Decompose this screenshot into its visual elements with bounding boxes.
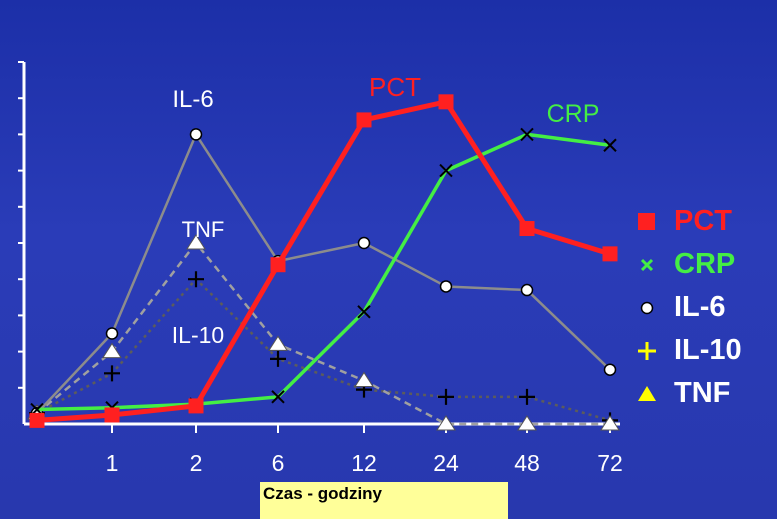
data-point-pct bbox=[438, 94, 454, 110]
data-point-il6 bbox=[603, 363, 617, 376]
data-point-crp bbox=[603, 138, 617, 152]
legend: PCT CRP IL-6 IL-10 TNF bbox=[634, 200, 742, 415]
legend-label-il6: IL-6 bbox=[674, 291, 726, 323]
data-point-crp bbox=[357, 305, 371, 319]
data-point-tnf bbox=[517, 415, 537, 431]
data-point-pct bbox=[188, 398, 204, 414]
annotation-crp: CRP bbox=[547, 100, 600, 128]
data-point-pct bbox=[29, 412, 45, 428]
x-tick-label: 1 bbox=[106, 450, 119, 476]
legend-item-pct: PCT bbox=[634, 200, 742, 243]
data-point-il10 bbox=[270, 350, 286, 367]
data-point-il6 bbox=[189, 128, 203, 141]
legend-plus-icon bbox=[638, 341, 656, 360]
annotation-tnf: TNF bbox=[182, 217, 225, 242]
data-point-il10 bbox=[188, 271, 204, 288]
data-point-il10 bbox=[519, 388, 535, 405]
series-line-pct bbox=[36, 99, 611, 423]
x-tick-label: 6 bbox=[272, 450, 285, 476]
data-point-pct bbox=[356, 112, 372, 128]
x-tick-label: 48 bbox=[514, 450, 540, 476]
data-point-tnf bbox=[436, 415, 456, 431]
legend-square-icon bbox=[638, 212, 655, 230]
annotation-il10: IL-10 bbox=[172, 322, 224, 348]
data-point-il6 bbox=[105, 327, 119, 340]
data-point-tnf bbox=[186, 234, 206, 250]
x-tick-label: 72 bbox=[597, 450, 623, 476]
series-line-il6 bbox=[36, 133, 611, 414]
legend-x-icon bbox=[640, 258, 654, 271]
legend-circle-icon bbox=[640, 301, 654, 314]
legend-triangle-icon bbox=[638, 385, 656, 401]
x-tick-label: 2 bbox=[190, 450, 203, 476]
legend-label-pct: PCT bbox=[674, 205, 732, 237]
data-point-crp bbox=[271, 390, 285, 404]
data-point-il6 bbox=[520, 283, 534, 297]
x-axis-label: Czas - godziny bbox=[260, 482, 508, 519]
series-line-tnf bbox=[36, 241, 610, 426]
series-line-il10 bbox=[36, 277, 611, 422]
legend-item-il6: IL-6 bbox=[634, 286, 742, 329]
data-point-crp bbox=[439, 163, 453, 178]
data-point-tnf bbox=[354, 371, 374, 388]
data-point-il6 bbox=[439, 280, 453, 293]
legend-label-crp: CRP bbox=[674, 248, 736, 280]
annotation-pct: PCT bbox=[369, 72, 421, 102]
x-tick-label: 24 bbox=[433, 450, 459, 476]
data-point-pct bbox=[270, 257, 286, 273]
data-point-tnf bbox=[600, 415, 620, 431]
data-point-tnf bbox=[102, 342, 122, 359]
data-point-il10 bbox=[438, 388, 454, 405]
data-point-crp bbox=[520, 127, 534, 142]
data-point-pct bbox=[104, 407, 120, 423]
legend-item-il10: IL-10 bbox=[634, 329, 742, 372]
data-point-pct bbox=[519, 221, 535, 237]
x-tick-label: 12 bbox=[351, 450, 377, 476]
series-line-crp bbox=[36, 132, 611, 412]
legend-label-tnf: TNF bbox=[674, 377, 731, 409]
data-point-il6 bbox=[357, 236, 371, 250]
annotation-il6: IL-6 bbox=[172, 86, 213, 113]
data-point-tnf bbox=[268, 335, 288, 351]
legend-item-tnf: TNF bbox=[634, 372, 742, 415]
data-point-pct bbox=[602, 246, 618, 262]
legend-label-il10: IL-10 bbox=[674, 334, 742, 366]
legend-item-crp: CRP bbox=[634, 243, 742, 286]
data-point-il10 bbox=[104, 365, 120, 382]
